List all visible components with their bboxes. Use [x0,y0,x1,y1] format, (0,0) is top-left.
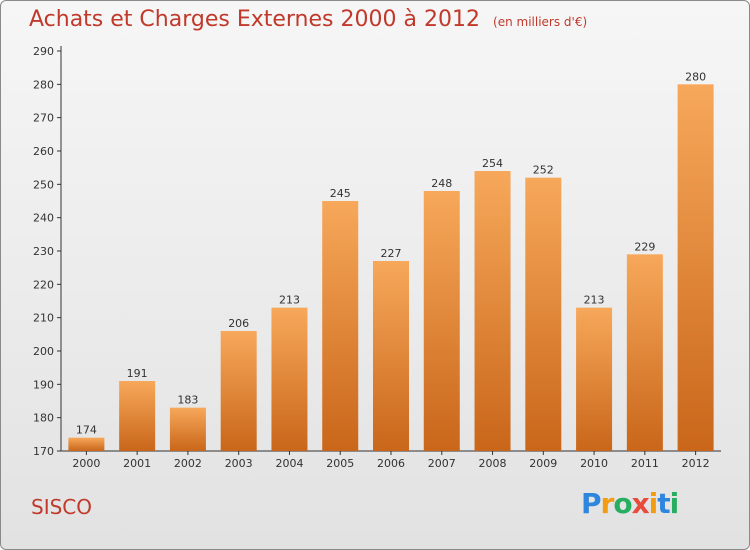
bar-value-label: 248 [431,177,452,190]
logo-letter: r [600,487,615,520]
y-tick-label: 190 [33,378,54,391]
bar [271,307,308,451]
y-tick-label: 240 [33,212,54,225]
bar [677,84,714,451]
chart-unit: (en milliers d'€) [493,15,588,29]
y-tick-label: 230 [33,245,54,258]
y-tick-label: 210 [33,312,54,325]
chart-title: Achats et Charges Externes 2000 à 2012 [29,7,480,32]
x-tick-label: 2009 [529,457,557,470]
bar-value-label: 254 [482,157,503,170]
x-tick-label: 2000 [72,457,100,470]
bar-value-label: 191 [127,367,148,380]
bar-value-label: 245 [330,187,351,200]
bar-value-label: 227 [381,247,402,260]
bar [322,201,359,451]
logo-letter: x [631,487,650,520]
y-tick-label: 180 [33,412,54,425]
y-tick-label: 290 [33,45,54,58]
commune-name: SISCO [31,495,92,519]
y-tick-label: 280 [33,78,54,91]
bar-value-label: 213 [584,294,605,307]
logo-letter: i [669,487,680,520]
y-tick-label: 220 [33,278,54,291]
bar-value-label: 229 [634,240,655,253]
x-tick-label: 2004 [275,457,303,470]
bar [169,407,206,451]
x-tick-label: 2003 [225,457,253,470]
y-tick-label: 270 [33,112,54,125]
bar-value-label: 280 [685,70,706,83]
bar [626,254,663,451]
bar-value-label: 252 [533,164,554,177]
logo-letter: P [581,487,602,520]
y-tick-label: 260 [33,145,54,158]
logo-letter: i [648,487,659,520]
logo-letter: o [613,487,632,520]
bar-value-label: 183 [177,394,198,407]
bar [119,381,156,451]
bar [68,437,105,451]
proxiti-logo: Proxiti [581,487,680,520]
x-tick-label: 2011 [631,457,659,470]
bar [423,191,460,451]
bar-value-label: 213 [279,294,300,307]
y-tick-label: 200 [33,345,54,358]
bar-value-label: 206 [228,317,249,330]
y-tick-label: 170 [33,445,54,458]
x-tick-label: 2001 [123,457,151,470]
x-tick-label: 2002 [174,457,202,470]
bar [525,177,562,451]
chart-title-block: Achats et Charges Externes 2000 à 2012 (… [29,7,587,32]
x-tick-label: 2006 [377,457,405,470]
x-tick-label: 2010 [580,457,608,470]
x-tick-label: 2008 [479,457,507,470]
bar [576,307,613,451]
bar [373,261,409,451]
bar [474,171,511,451]
logo-letter: t [657,487,670,520]
x-tick-label: 2012 [682,457,710,470]
bar-value-label: 174 [76,424,97,437]
x-tick-label: 2007 [428,457,456,470]
x-tick-label: 2005 [326,457,354,470]
bar [220,331,257,451]
y-tick-label: 250 [33,178,54,191]
